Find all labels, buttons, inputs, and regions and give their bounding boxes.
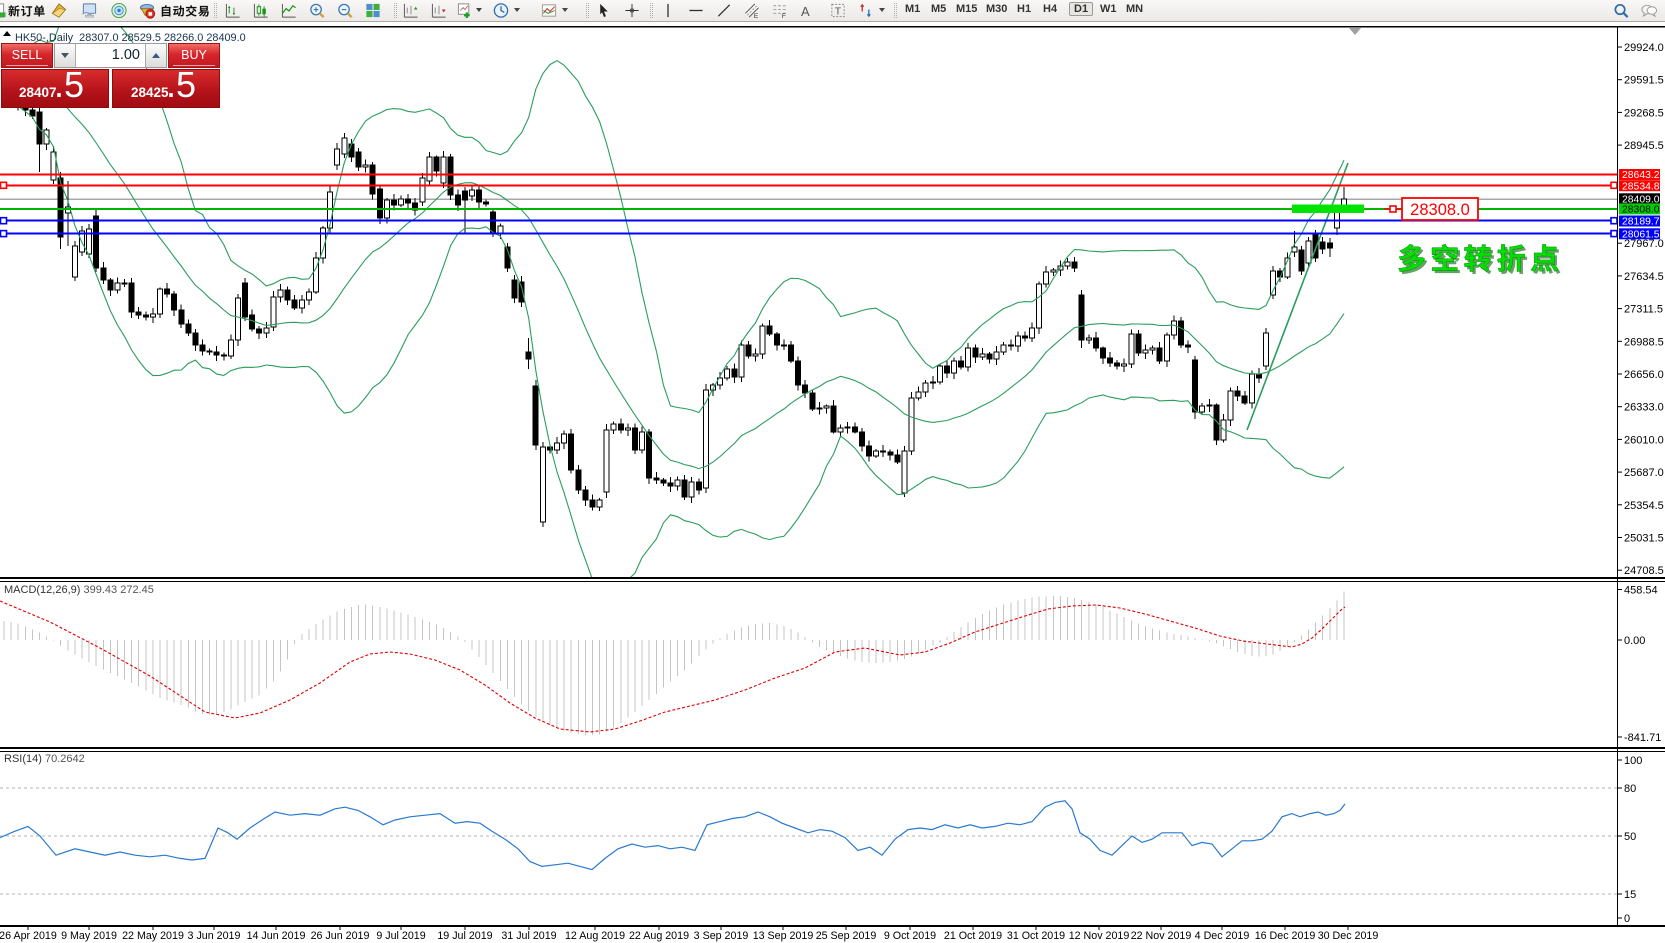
svg-text:100: 100 (1624, 755, 1642, 767)
svg-text:16 Dec 2019: 16 Dec 2019 (1255, 930, 1316, 942)
svg-text:28534.8: 28534.8 (1622, 181, 1660, 192)
svg-text:31 Jul 2019: 31 Jul 2019 (501, 930, 556, 942)
svg-text:9 Jul 2019: 9 Jul 2019 (376, 930, 425, 942)
svg-text:29924.0: 29924.0 (1624, 42, 1664, 54)
svg-text:30 Dec 2019: 30 Dec 2019 (1318, 930, 1379, 942)
svg-text:28945.5: 28945.5 (1624, 140, 1664, 152)
svg-text:F: F (782, 13, 786, 19)
svg-text:28189.7: 28189.7 (1622, 217, 1660, 228)
svg-text:27311.5: 27311.5 (1624, 304, 1663, 316)
svg-text:26988.5: 26988.5 (1624, 336, 1664, 348)
svg-text:458.54: 458.54 (1624, 585, 1658, 597)
svg-text:28409.0: 28409.0 (1622, 195, 1660, 206)
svg-text:27634.5: 27634.5 (1624, 271, 1664, 283)
svg-text:9 Oct 2019: 9 Oct 2019 (884, 930, 936, 942)
svg-text:24708.5: 24708.5 (1624, 565, 1664, 577)
svg-text:MACD(12,26,9) 399.43 272.45: MACD(12,26,9) 399.43 272.45 (4, 584, 154, 596)
svg-text:13 Sep 2019: 13 Sep 2019 (753, 930, 814, 942)
svg-text:RSI(14) 70.2642: RSI(14) 70.2642 (4, 753, 85, 765)
svg-text:29591.5: 29591.5 (1624, 75, 1664, 87)
svg-text:12 Aug 2019: 12 Aug 2019 (565, 930, 625, 942)
svg-text:19 Jul 2019: 19 Jul 2019 (437, 930, 492, 942)
svg-text:21 Oct 2019: 21 Oct 2019 (944, 930, 1002, 942)
svg-text:3 Jun 2019: 3 Jun 2019 (188, 930, 241, 942)
svg-text:25 Sep 2019: 25 Sep 2019 (816, 930, 877, 942)
svg-text:25354.5: 25354.5 (1624, 500, 1664, 512)
svg-text:28308.0: 28308.0 (1410, 201, 1470, 219)
svg-text:80: 80 (1624, 783, 1636, 795)
svg-text:31 Oct 2019: 31 Oct 2019 (1007, 930, 1065, 942)
svg-text:9 May 2019: 9 May 2019 (61, 930, 117, 942)
svg-text:25031.5: 25031.5 (1624, 533, 1664, 545)
svg-text:22 Aug 2019: 22 Aug 2019 (629, 930, 689, 942)
svg-text:14 Jun 2019: 14 Jun 2019 (247, 930, 306, 942)
svg-text:26656.0: 26656.0 (1624, 369, 1664, 381)
svg-text:0.00: 0.00 (1624, 635, 1645, 647)
svg-text:50: 50 (1624, 831, 1636, 843)
svg-text:26 Jun 2019: 26 Jun 2019 (311, 930, 370, 942)
svg-text:3 Sep 2019: 3 Sep 2019 (694, 930, 749, 942)
svg-text:0: 0 (1624, 913, 1630, 925)
svg-text:HK50-,Daily 28307.0 28529.5 2: HK50-,Daily 28307.0 28529.5 28266.0 2840… (15, 32, 246, 44)
svg-text:29268.5: 29268.5 (1624, 107, 1664, 119)
svg-text:4 Dec 2019: 4 Dec 2019 (1195, 930, 1250, 942)
svg-text:15: 15 (1624, 889, 1636, 901)
svg-text:26333.0: 26333.0 (1624, 402, 1664, 414)
svg-text:28308.0: 28308.0 (1622, 205, 1660, 216)
svg-text:28061.5: 28061.5 (1622, 230, 1660, 241)
svg-text:26010.0: 26010.0 (1624, 434, 1664, 446)
svg-text:-841.71: -841.71 (1624, 732, 1661, 744)
svg-text:22 May 2019: 22 May 2019 (122, 930, 184, 942)
svg-text:26 Apr 2019: 26 Apr 2019 (0, 930, 57, 942)
svg-text:T: T (835, 6, 842, 17)
svg-text:28643.2: 28643.2 (1622, 170, 1660, 181)
svg-text:27967.0: 27967.0 (1624, 238, 1664, 250)
svg-text:12 Nov 2019: 12 Nov 2019 (1069, 930, 1130, 942)
svg-text:22 Nov 2019: 22 Nov 2019 (1131, 930, 1192, 942)
svg-text:E: E (754, 13, 759, 19)
svg-text:25687.0: 25687.0 (1624, 467, 1664, 479)
